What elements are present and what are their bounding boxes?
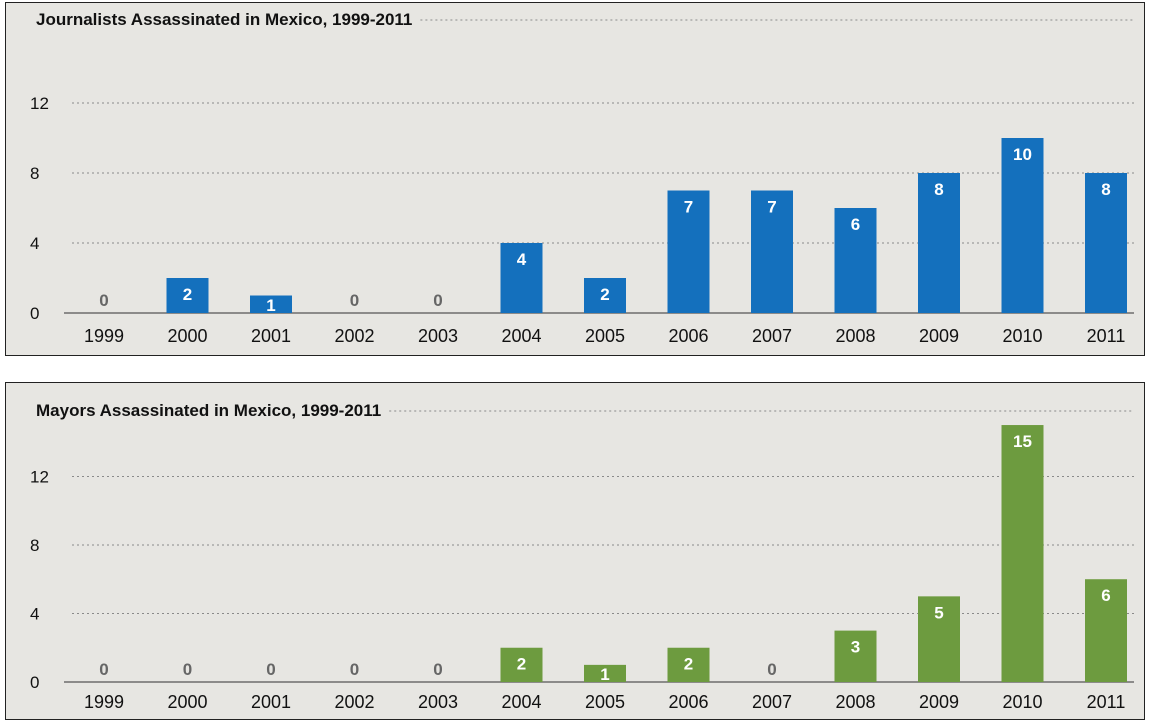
mayors-data-label-2007: 0: [767, 660, 776, 679]
mayors-chart-title: Mayors Assassinated in Mexico, 1999-2011: [36, 401, 381, 420]
journalists-bar-2010: [1001, 138, 1044, 313]
mayors-data-label-2010: 15: [1013, 432, 1032, 451]
mayors-data-label-2004: 2: [517, 655, 526, 674]
mayors-bar-chart: Mayors Assassinated in Mexico, 1999-2011…: [30, 401, 1134, 712]
mayors-bar-2009: [918, 596, 960, 682]
journalists-bar-2007: [751, 190, 793, 313]
journalists-x-tick-label-2009: 2009: [919, 326, 959, 346]
mayors-data-label-2000: 0: [183, 660, 192, 679]
mayors-chart-panel: Mayors Assassinated in Mexico, 1999-2011…: [5, 382, 1145, 720]
mayors-bar-2011: [1085, 579, 1127, 682]
mayors-x-tick-label-2004: 2004: [501, 692, 541, 712]
journalists-bar-2006: [667, 190, 710, 313]
journalists-bar-chart: Journalists Assassinated in Mexico, 1999…: [30, 10, 1134, 346]
journalists-x-tick-label-2005: 2005: [585, 326, 625, 346]
journalists-x-tick-label-2011: 2011: [1087, 326, 1126, 346]
journalists-bar-2008: [834, 208, 877, 313]
journalists-data-label-2011: 8: [1101, 180, 1110, 199]
journalists-data-label-2009: 8: [934, 180, 943, 199]
mayors-x-tick-label-2007: 2007: [752, 692, 792, 712]
journalists-y-tick-label: 4: [30, 234, 39, 253]
journalists-x-tick-label-1999: 1999: [84, 326, 124, 346]
mayors-data-label-2006: 2: [684, 655, 693, 674]
journalists-data-label-2004: 4: [517, 250, 527, 269]
mayors-bar-2004: [500, 647, 543, 682]
mayors-x-tick-label-2010: 2010: [1002, 692, 1042, 712]
journalists-data-label-2010: 10: [1013, 145, 1032, 164]
journalists-x-tick-label-2000: 2000: [167, 326, 207, 346]
journalists-bar-2009: [918, 173, 960, 313]
mayors-x-tick-label-1999: 1999: [84, 692, 124, 712]
journalists-data-label-1999: 0: [99, 291, 108, 310]
journalists-data-label-2007: 7: [767, 198, 776, 217]
journalists-data-label-2000: 2: [183, 285, 192, 304]
mayors-y-tick-label: 4: [30, 604, 39, 623]
mayors-x-tick-label-2006: 2006: [668, 692, 708, 712]
journalists-data-label-2005: 2: [600, 285, 609, 304]
mayors-data-label-2009: 5: [934, 603, 943, 622]
journalists-x-tick-label-2001: 2001: [251, 326, 291, 346]
journalists-y-tick-label: 8: [30, 164, 39, 183]
mayors-bar-2008: [834, 630, 877, 682]
mayors-bar-2005: [584, 664, 626, 682]
journalists-bar-2011: [1085, 173, 1127, 313]
journalists-y-tick-label: 0: [30, 304, 39, 323]
mayors-data-label-2005: 1: [600, 665, 609, 684]
journalists-data-label-2008: 6: [851, 215, 860, 234]
journalists-x-tick-label-2006: 2006: [668, 326, 708, 346]
mayors-data-label-2011: 6: [1101, 586, 1110, 605]
mayors-x-tick-label-2005: 2005: [585, 692, 625, 712]
journalists-data-label-2001: 1: [266, 296, 275, 315]
mayors-bar-2010: [1001, 425, 1044, 682]
mayors-y-tick-label: 8: [30, 536, 39, 555]
mayors-data-label-1999: 0: [99, 660, 108, 679]
journalists-chart-title: Journalists Assassinated in Mexico, 1999…: [36, 10, 412, 29]
journalists-bar-2004: [500, 243, 543, 313]
journalists-x-tick-label-2002: 2002: [334, 326, 374, 346]
mayors-y-tick-label: 12: [30, 467, 49, 486]
journalists-x-tick-label-2004: 2004: [501, 326, 541, 346]
mayors-x-tick-label-2000: 2000: [167, 692, 207, 712]
mayors-x-tick-label-2008: 2008: [835, 692, 875, 712]
mayors-data-label-2002: 0: [350, 660, 359, 679]
mayors-y-tick-label: 0: [30, 673, 39, 692]
mayors-data-label-2001: 0: [266, 660, 275, 679]
journalists-bar-2005: [584, 278, 626, 313]
journalists-y-tick-label: 12: [30, 94, 49, 113]
journalists-x-tick-label-2010: 2010: [1002, 326, 1042, 346]
mayors-bar-2006: [667, 647, 710, 682]
mayors-data-label-2008: 3: [851, 638, 860, 657]
mayors-data-label-2003: 0: [433, 660, 442, 679]
journalists-data-label-2002: 0: [350, 291, 359, 310]
journalists-chart-panel: Journalists Assassinated in Mexico, 1999…: [5, 2, 1145, 356]
journalists-data-label-2006: 7: [684, 198, 693, 217]
journalists-x-tick-label-2007: 2007: [752, 326, 792, 346]
journalists-bar-2001: [250, 295, 292, 313]
journalists-x-tick-label-2003: 2003: [418, 326, 458, 346]
mayors-x-tick-label-2001: 2001: [251, 692, 291, 712]
journalists-data-label-2003: 0: [433, 291, 442, 310]
mayors-x-tick-label-2011: 2011: [1087, 692, 1126, 712]
mayors-x-tick-label-2009: 2009: [919, 692, 959, 712]
journalists-bar-2000: [166, 278, 209, 313]
journalists-x-tick-label-2008: 2008: [835, 326, 875, 346]
mayors-x-tick-label-2002: 2002: [334, 692, 374, 712]
mayors-x-tick-label-2003: 2003: [418, 692, 458, 712]
